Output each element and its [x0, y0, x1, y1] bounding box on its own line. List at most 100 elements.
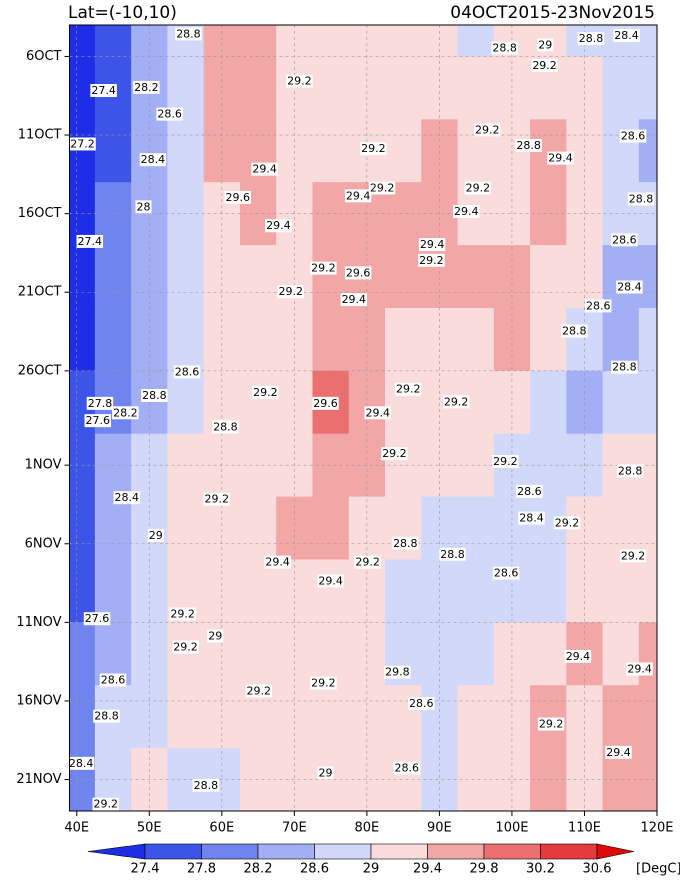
heat-cell — [457, 433, 495, 498]
contour-label-bg — [547, 151, 574, 165]
contour-label-bg — [452, 205, 480, 219]
contour-label-bg — [564, 649, 592, 663]
contour-label-bg — [69, 137, 96, 151]
contour-label: 29.2 — [466, 181, 491, 194]
colorbar-segment — [427, 843, 485, 860]
contour-label-bg — [264, 555, 291, 569]
heat-cell — [530, 307, 567, 372]
colorbar-label: 29.4 — [413, 862, 442, 877]
title-right: 04OCT2015-23Nov2015 — [450, 3, 655, 23]
contour-label-bg — [464, 181, 492, 195]
heat-cell — [94, 245, 132, 309]
contour-label-bg — [169, 607, 196, 621]
heat-cell — [421, 25, 459, 57]
y-tick-label: 21OCT — [18, 285, 62, 300]
heat-cell — [385, 433, 422, 498]
contour-label: 28.6 — [586, 299, 611, 312]
heat-cell — [348, 25, 386, 57]
y-tick-label: 26OCT — [18, 363, 62, 378]
heat-cell — [167, 370, 205, 435]
contour-label-bg — [245, 684, 273, 698]
heat-cell — [239, 56, 277, 120]
heat-cell — [530, 182, 567, 246]
contour-label: 29.4 — [420, 238, 445, 251]
heat-cell — [167, 685, 205, 749]
heat-cell — [312, 307, 350, 372]
contour-label-bg — [491, 41, 518, 55]
colorbar-label: 29 — [363, 862, 380, 877]
contour-label: 29.2 — [444, 395, 469, 408]
unit-label: [DegC] — [636, 862, 680, 877]
contour-label: 27.6 — [86, 414, 111, 427]
contour-label-bg — [611, 360, 638, 374]
contour-label: 29.2 — [287, 75, 312, 88]
contour-label: 29.4 — [627, 663, 652, 676]
contour-label-bg — [286, 74, 313, 88]
contour-label-bg — [113, 491, 141, 505]
heat-cell — [602, 56, 640, 120]
grid — [69, 25, 658, 811]
heat-cell — [638, 245, 658, 309]
contour-label-bg — [147, 528, 164, 542]
contour-label-bg — [515, 139, 542, 153]
contour-label: 29.4 — [366, 406, 391, 419]
contour-label-bg — [616, 464, 644, 478]
colorbar-label: 28.2 — [244, 862, 273, 877]
contour-label: 28.2 — [113, 406, 138, 419]
heat-cell — [457, 685, 495, 749]
heat-cell — [239, 245, 277, 309]
contour-label-bg — [310, 261, 337, 275]
heat-cell — [457, 307, 495, 372]
heat-cell — [167, 307, 205, 372]
contour-label: 28.8 — [194, 779, 219, 792]
contour-label-bg — [135, 200, 152, 214]
colorbar-label: 29.8 — [470, 862, 499, 877]
colorbar-label: 30.2 — [526, 862, 555, 877]
contour-label-bg — [251, 162, 278, 176]
contour-label: 29.2 — [532, 59, 557, 72]
contour-label: 29.2 — [382, 447, 407, 460]
contour-label: 28.6 — [395, 762, 420, 775]
contour-label-bg — [224, 190, 252, 204]
heat-cell — [457, 25, 495, 57]
contour-label-bg — [354, 555, 381, 569]
heat-cell — [457, 748, 495, 812]
contour-label-bg — [172, 640, 199, 654]
heat-cell — [530, 622, 567, 686]
colorbar-segment — [370, 843, 428, 860]
contour-label: 29.2 — [361, 142, 386, 155]
heat-cell — [276, 25, 313, 57]
heat-cell — [167, 496, 205, 560]
contour-label: 27.6 — [85, 612, 110, 625]
contour-label: 27.2 — [70, 137, 95, 150]
contour-label-bg — [67, 756, 95, 770]
heat-cell — [312, 182, 350, 246]
contour-label: 28.4 — [115, 491, 140, 504]
contour-label-bg — [384, 665, 411, 679]
contour-label-bg — [344, 189, 372, 203]
contour-label: 28.4 — [614, 29, 639, 42]
heat-cell — [530, 748, 567, 812]
colorbar-label: 30.6 — [583, 862, 612, 877]
contour-label: 28.6 — [612, 233, 637, 246]
contour-label: 28.8 — [176, 27, 201, 40]
heat-cell — [385, 307, 422, 372]
contour-label-bg — [368, 181, 396, 195]
x-tick-label: 120E — [640, 821, 673, 836]
heat-cell — [94, 307, 132, 372]
x-tick-label: 100E — [495, 821, 528, 836]
heat-cell — [312, 685, 350, 749]
contour-label-bg — [203, 492, 230, 506]
heat-cell — [239, 307, 277, 372]
contour-label-bg — [112, 406, 139, 420]
contour-label: 29.2 — [355, 556, 380, 569]
contour-label-bg — [265, 219, 292, 233]
plot-frame — [69, 24, 658, 812]
contour-label-bg — [90, 84, 117, 98]
y-tick-label: 6OCT — [26, 49, 62, 64]
contour-label: 29.4 — [318, 574, 343, 587]
heat-cell — [239, 622, 277, 686]
heat-cell — [312, 433, 350, 498]
colorbar-segment — [540, 843, 598, 860]
contour-label-bg — [360, 142, 387, 156]
